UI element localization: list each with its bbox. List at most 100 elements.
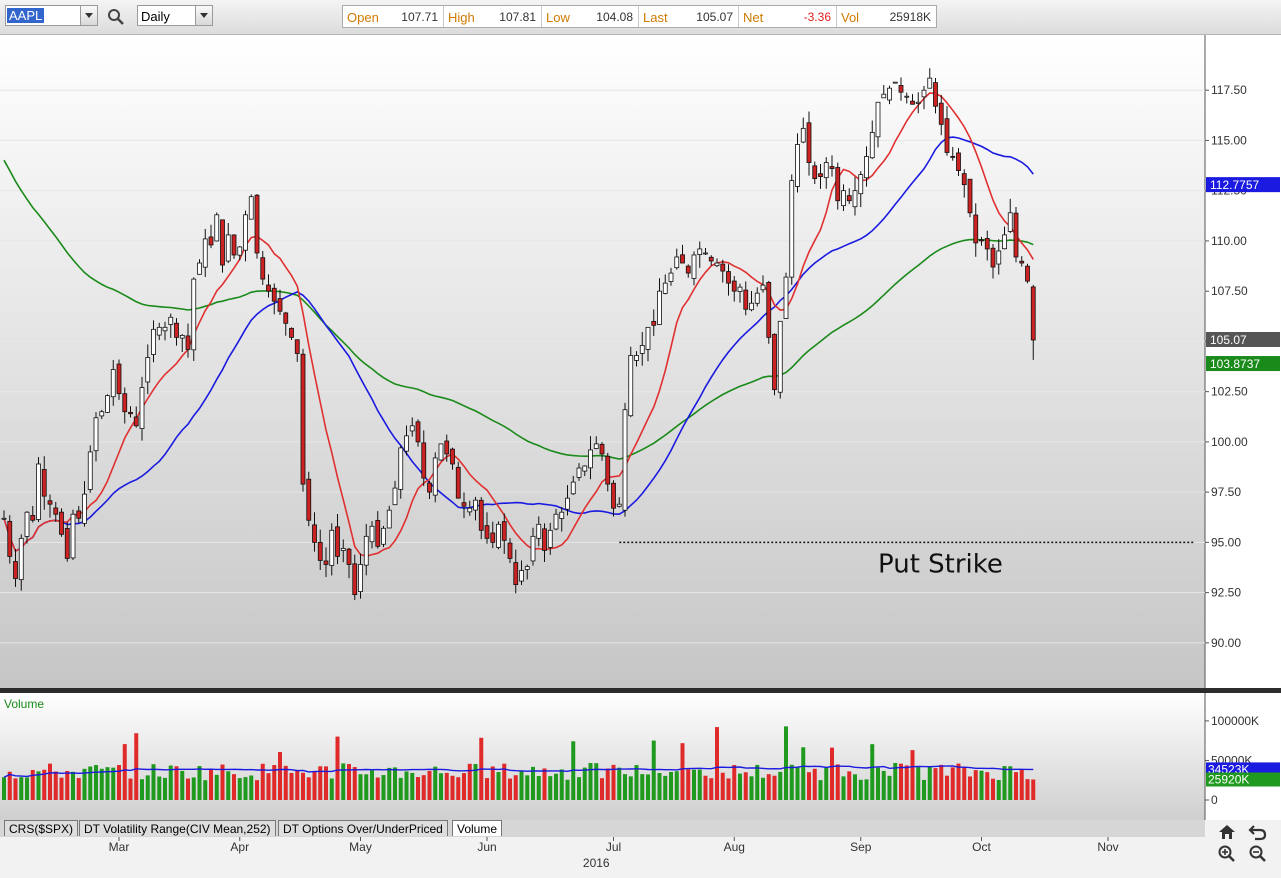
candle-body <box>846 195 852 202</box>
volume-bar <box>594 763 599 800</box>
volume-bar <box>312 771 317 800</box>
candle-body <box>927 77 933 89</box>
tab-volume[interactable]: Volume <box>452 820 503 836</box>
volume-moving-average <box>3 765 1034 778</box>
zoom-in-icon[interactable] <box>1216 844 1238 864</box>
volume-bar <box>968 776 972 800</box>
pane-separator[interactable] <box>0 688 1281 693</box>
price-tick-label: 97.50 <box>1211 485 1241 499</box>
home-icon[interactable] <box>1216 822 1238 842</box>
volume-bar <box>818 780 823 800</box>
candle-body <box>139 387 145 429</box>
candle-body <box>576 467 582 478</box>
volume-bar <box>467 763 472 800</box>
candle-body <box>789 180 795 278</box>
volume-bar <box>876 767 880 800</box>
volume-bar <box>249 775 254 800</box>
volume-bar <box>784 726 788 800</box>
price-label-text: 105.07 <box>1210 333 1247 347</box>
candle-body <box>105 395 110 413</box>
tab-crs[interactable]: CRS($SPX) <box>4 820 79 836</box>
volume-bar <box>726 778 731 800</box>
volume-bar <box>439 773 443 800</box>
candle-body <box>93 417 99 452</box>
candle-body <box>490 532 496 543</box>
candle-body <box>277 298 283 312</box>
interval-combo[interactable]: Daily <box>137 5 213 26</box>
volume-bar <box>59 777 64 800</box>
quote-low: Low 104.08 <box>542 6 639 27</box>
candle-body <box>363 535 369 566</box>
volume-bar <box>927 766 932 800</box>
price-tick-label: 107.50 <box>1211 284 1248 298</box>
candle-body <box>818 173 823 178</box>
volume-bar <box>749 776 754 800</box>
candle-body <box>1025 265 1030 282</box>
volume-bar <box>640 774 645 800</box>
symbol-value[interactable]: AAPL <box>7 8 45 23</box>
volume-bar <box>1008 766 1013 800</box>
zoom-out-icon[interactable] <box>1247 844 1269 864</box>
candle-body <box>306 478 312 521</box>
candle-body <box>381 527 386 545</box>
candle-body <box>53 507 59 515</box>
tab-options-over-underpriced[interactable]: DT Options Over/UnderPriced <box>278 820 448 836</box>
volume-bar <box>525 775 530 800</box>
volume-bar <box>444 772 449 800</box>
volume-bar <box>830 747 834 800</box>
candle-body <box>628 355 634 417</box>
volume-bar <box>209 769 213 800</box>
volume-bar <box>709 778 714 800</box>
month-label: Jul <box>606 840 621 854</box>
volume-bar <box>237 778 242 800</box>
volume-bar <box>801 747 806 800</box>
volume-bar <box>243 777 248 800</box>
volume-bar <box>416 777 420 800</box>
volume-bar <box>956 763 961 800</box>
candle-body <box>662 282 668 294</box>
interval-value[interactable]: Daily <box>141 9 170 24</box>
candle-body <box>714 262 720 267</box>
candle-body <box>783 276 789 319</box>
tab-volatility-range[interactable]: DT Volatility Range(CIV Mean,252) <box>79 820 276 836</box>
candle-body <box>1030 286 1036 341</box>
candle-body <box>64 528 70 559</box>
candle-body <box>708 256 714 262</box>
chevron-down-icon[interactable] <box>80 6 97 25</box>
volume-bar <box>605 768 610 800</box>
volume-bar <box>456 777 461 800</box>
candle-body <box>409 425 415 432</box>
volume-title: Volume <box>4 697 44 711</box>
candle-body <box>116 363 122 395</box>
volume-bar <box>853 774 857 800</box>
candle-body <box>87 451 93 490</box>
candle-body <box>220 219 225 266</box>
quote-open-label: Open <box>347 10 379 25</box>
candle-body <box>283 312 289 324</box>
month-label: May <box>349 840 372 854</box>
volume-bar <box>214 774 219 800</box>
candle-body <box>657 290 662 325</box>
candle-body <box>513 562 519 585</box>
candle-body <box>524 566 530 570</box>
candle-body <box>156 326 162 336</box>
price-tick-label: 90.00 <box>1211 636 1241 650</box>
volume-bar <box>847 771 852 800</box>
candle-body <box>766 281 772 338</box>
volume-bar <box>25 777 29 800</box>
moving-average-mid <box>3 136 1034 553</box>
price-chart[interactable]: Put Strike 117.50115.00112.50110.00107.5… <box>0 35 1281 688</box>
candle-body <box>289 327 294 338</box>
undo-icon[interactable] <box>1247 822 1269 842</box>
volume-bar <box>295 770 300 800</box>
symbol-combo[interactable]: AAPL <box>5 5 98 26</box>
volume-bar <box>65 770 70 800</box>
price-label-text: 112.7757 <box>1210 178 1259 192</box>
candle-body <box>1 517 7 520</box>
chevron-down-icon[interactable] <box>195 6 212 25</box>
volume-bar <box>646 774 650 800</box>
volume-bar <box>82 768 87 800</box>
candle-body <box>674 256 680 269</box>
search-icon[interactable] <box>106 7 126 27</box>
